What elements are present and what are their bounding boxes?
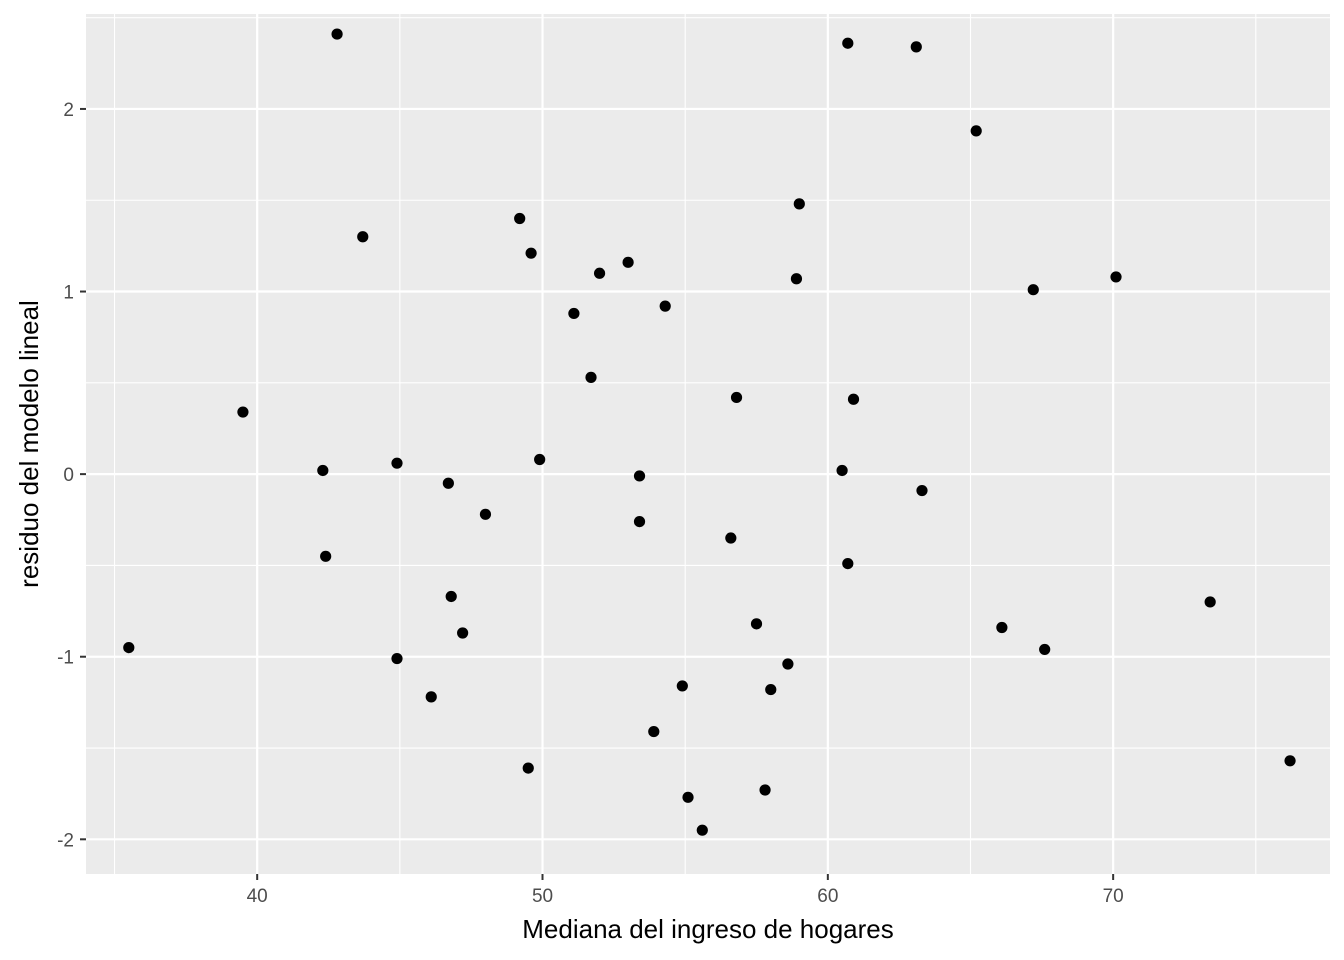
data-point [765, 683, 777, 696]
x-tick-label: 50 [532, 886, 553, 907]
data-points [123, 28, 1296, 836]
x-tick-label: 70 [1103, 886, 1124, 907]
minor-gridlines [86, 14, 1330, 874]
data-point [442, 477, 454, 489]
data-point [320, 550, 332, 562]
data-point [842, 37, 854, 49]
data-point [585, 371, 597, 383]
plot-panel [86, 14, 1330, 874]
y-tick-label: 0 [63, 465, 74, 486]
data-point [782, 658, 794, 670]
data-point [970, 125, 982, 137]
data-point [331, 28, 343, 40]
data-point [357, 231, 369, 243]
data-point [790, 273, 803, 285]
y-axis: 2 1 0 -1 -2 [57, 100, 86, 851]
x-axis-title: Mediana del ingreso de hogares [522, 914, 893, 944]
data-point [996, 621, 1008, 634]
data-point [696, 824, 708, 836]
data-point [842, 557, 854, 570]
y-tick-label: -1 [57, 648, 74, 669]
data-point [676, 680, 688, 692]
data-point [1204, 596, 1216, 608]
data-point [750, 618, 763, 630]
y-axis-title: residuo del modelo lineal [14, 300, 44, 588]
data-point [425, 691, 437, 703]
y-tick-label: 2 [63, 100, 74, 121]
data-point [123, 641, 135, 654]
data-point [682, 791, 694, 803]
data-point [847, 393, 860, 405]
data-point [525, 247, 537, 259]
data-point [457, 627, 469, 639]
data-point [622, 256, 634, 268]
data-point [445, 590, 457, 603]
x-tick-label: 40 [247, 886, 268, 907]
data-point [391, 457, 403, 469]
data-point [479, 508, 492, 520]
data-point [568, 307, 580, 320]
data-point [633, 516, 646, 528]
y-tick-label: 1 [63, 283, 74, 304]
data-point [725, 532, 737, 544]
data-point [793, 198, 805, 210]
data-point [391, 652, 403, 665]
data-point [910, 41, 922, 53]
data-point [916, 484, 928, 497]
x-tick-label: 60 [817, 886, 838, 907]
x-axis: 40 50 60 70 [247, 874, 1124, 907]
data-point [633, 470, 646, 482]
data-point [1110, 271, 1122, 283]
data-point [317, 464, 329, 477]
data-point [593, 267, 606, 279]
data-point [648, 725, 660, 738]
data-point [659, 300, 671, 312]
data-point [1284, 755, 1296, 767]
data-point [1027, 284, 1039, 296]
data-point [730, 391, 743, 404]
major-gridlines [86, 14, 1330, 874]
data-point [1039, 643, 1051, 656]
data-point [759, 784, 771, 796]
y-tick-label: -2 [57, 830, 74, 851]
data-point [237, 406, 249, 418]
data-point [836, 464, 848, 477]
data-point [514, 212, 526, 225]
data-point [522, 762, 534, 774]
data-point [534, 453, 546, 466]
